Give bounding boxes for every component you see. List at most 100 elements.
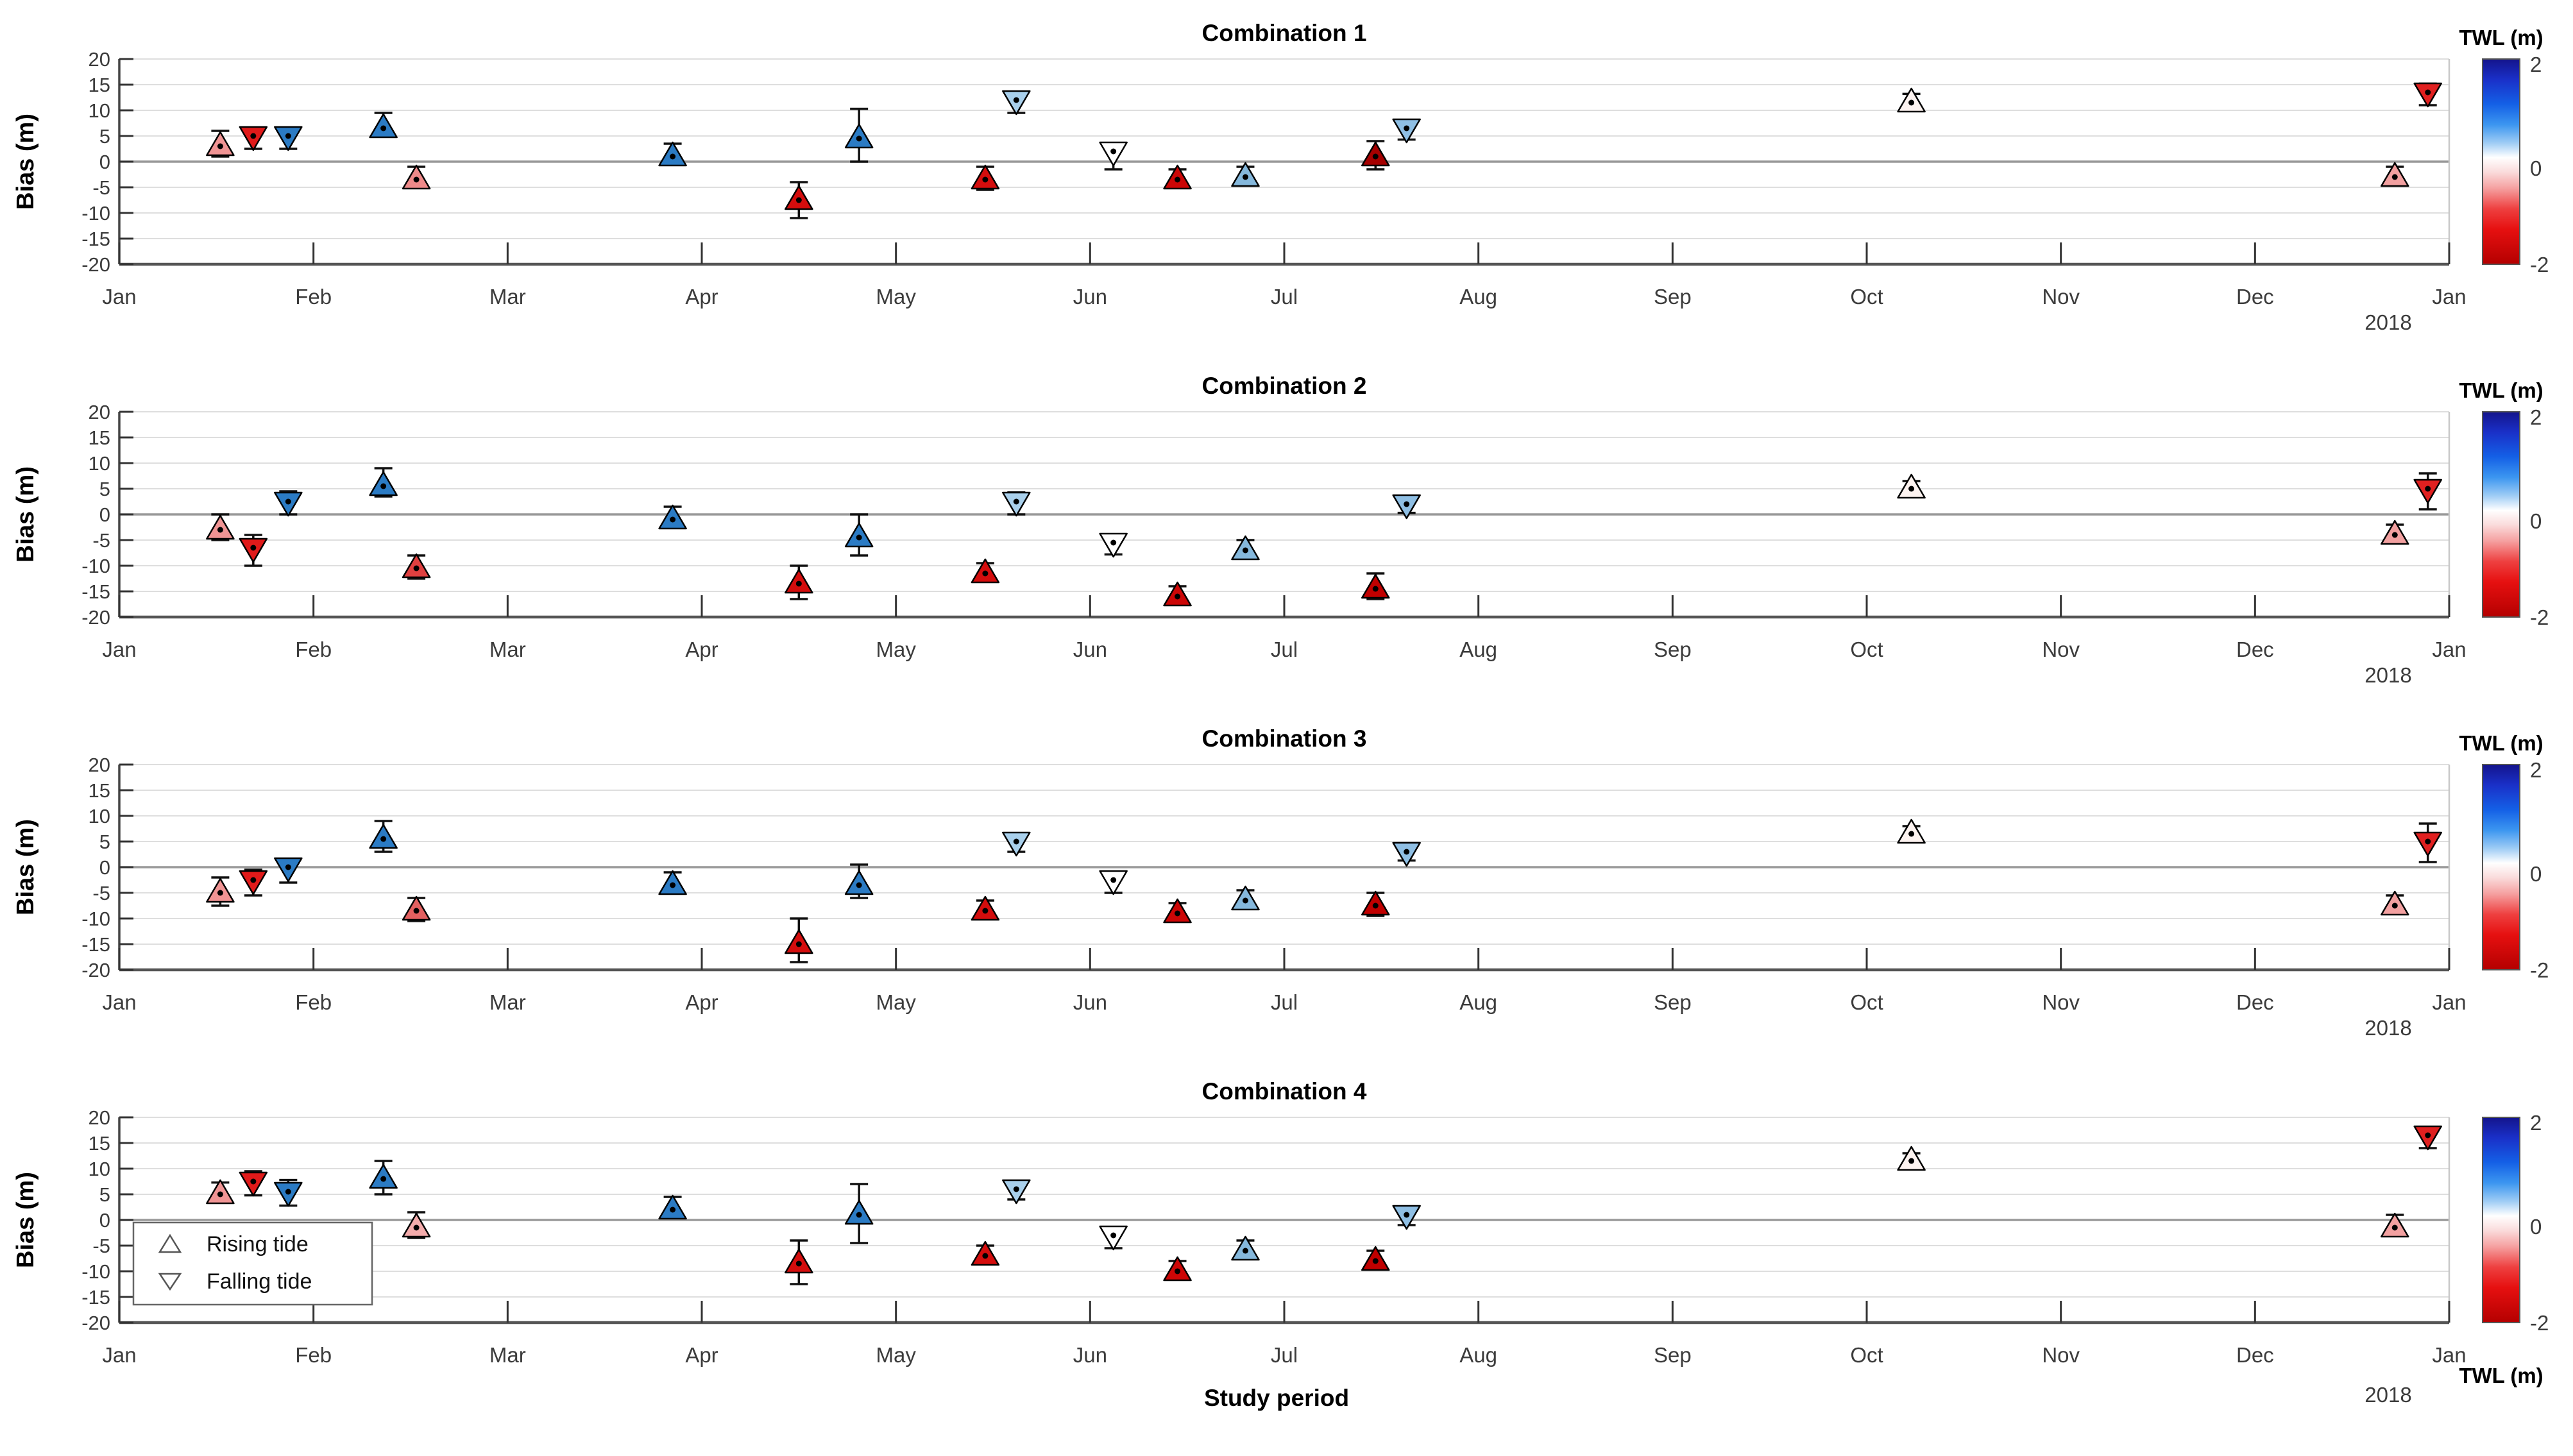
- y-tick-label: 20: [89, 401, 110, 423]
- x-tick-label: Jul: [1271, 638, 1298, 661]
- x-tick-label: Apr: [685, 285, 718, 309]
- data-point-rising: [658, 1194, 687, 1220]
- panel-3-gridlines: [119, 764, 2450, 970]
- marker-center-dot: [217, 527, 223, 533]
- y-tick-label: 5: [99, 1183, 110, 1206]
- marker-center-dot: [982, 570, 989, 577]
- data-point-rising: [206, 876, 235, 907]
- y-tick-label: 15: [89, 1132, 110, 1155]
- generated-plot-layers: 20 15 10 5 0 -5 -10 -15 -20 Jan Feb Mar Apr May Jun Jul…: [81, 48, 2466, 1367]
- x-tick-label: Feb: [295, 1343, 332, 1367]
- x-tick-label: Aug: [1459, 638, 1497, 661]
- x-tick-label: Jul: [1271, 990, 1298, 1014]
- y-tick-label: -20: [81, 253, 110, 276]
- data-point-falling: [1392, 1205, 1421, 1230]
- marker-center-dot: [1013, 1186, 1019, 1192]
- marker-center-dot: [1013, 838, 1019, 845]
- y-axis-label-1: Bias (m): [12, 114, 39, 210]
- marker-center-dot: [982, 1253, 989, 1259]
- marker-center-dot: [1372, 153, 1379, 160]
- marker-center-dot: [413, 908, 420, 914]
- data-point-rising: [2381, 890, 2409, 916]
- colorbar-3-tick-bot: -2: [2530, 958, 2549, 982]
- panel-3-markers: [206, 818, 2442, 963]
- marker-center-dot: [1404, 849, 1410, 855]
- marker-center-dot: [2391, 174, 2398, 180]
- colorbar-title-1: TWL (m): [2459, 26, 2543, 49]
- data-point-falling: [239, 1170, 268, 1197]
- x-tick-label: Aug: [1459, 285, 1497, 309]
- panel-2: 20 15 10 5 0 -5 -10 -15 -20 Jan Feb Mar Apr May Jun Jul…: [81, 401, 2466, 661]
- data-point-rising: [658, 141, 687, 167]
- data-point-falling: [1392, 494, 1421, 520]
- y-tick-label: -15: [81, 580, 110, 603]
- data-point-rising: [1231, 885, 1260, 911]
- data-point-falling: [1099, 1225, 1128, 1251]
- y-tick-label: -10: [81, 908, 110, 930]
- marker-center-dot: [1404, 125, 1410, 131]
- x-axis-label: Study period: [1204, 1385, 1349, 1411]
- marker-center-dot: [413, 565, 420, 571]
- data-point-falling: [2413, 1125, 2442, 1151]
- colorbar-1-tick-mid: 0: [2530, 157, 2542, 180]
- data-point-falling: [239, 126, 268, 151]
- marker-center-dot: [856, 534, 862, 541]
- data-point-falling: [1392, 118, 1421, 144]
- x-tick-label: Jan: [2432, 285, 2466, 309]
- marker-center-dot: [856, 135, 862, 142]
- colorbar-1-tick-bot: -2: [2530, 253, 2549, 276]
- data-point-rising: [402, 553, 431, 580]
- legend: Rising tide Falling tide: [132, 1221, 373, 1306]
- marker-center-dot: [1242, 174, 1248, 180]
- x-tick-label: Oct: [1850, 1343, 1883, 1367]
- y-tick-label: 0: [99, 1209, 110, 1232]
- data-point-rising: [658, 504, 687, 530]
- x-tick-label: Nov: [2042, 990, 2080, 1014]
- colorbar-title-3: TWL (m): [2459, 731, 2543, 755]
- y-tick-label: -15: [81, 228, 110, 250]
- data-point-rising: [402, 895, 431, 922]
- x-tick-label: Dec: [2236, 638, 2274, 661]
- marker-center-dot: [795, 580, 802, 587]
- marker-center-dot: [380, 836, 387, 842]
- marker-center-dot: [1404, 501, 1410, 507]
- data-point-rising: [1231, 535, 1260, 561]
- data-point-rising: [2381, 162, 2409, 187]
- y-tick-label: -10: [81, 1260, 110, 1283]
- x-tick-label: Nov: [2042, 1343, 2080, 1367]
- data-point-rising: [206, 130, 235, 158]
- colorbar-title-4: TWL (m): [2459, 1364, 2543, 1387]
- data-point-falling: [1392, 842, 1421, 867]
- marker-center-dot: [856, 882, 862, 888]
- x-tick-label: Jan: [102, 1343, 136, 1367]
- marker-center-dot: [1013, 498, 1019, 505]
- year-label-4: 2018: [2365, 1383, 2411, 1407]
- data-point-falling: [2413, 82, 2442, 108]
- marker-center-dot: [795, 197, 802, 203]
- y-tick-label: -20: [81, 1312, 110, 1334]
- y-tick-label: -5: [92, 1235, 110, 1257]
- x-tick-label: Jun: [1073, 990, 1107, 1014]
- colorbar-1-tick-top: 2: [2530, 53, 2542, 76]
- y-tick-label: 0: [99, 856, 110, 879]
- data-point-falling: [274, 126, 303, 151]
- marker-center-dot: [670, 153, 676, 160]
- x-tick-label: Dec: [2236, 990, 2274, 1014]
- data-point-rising: [369, 112, 398, 139]
- x-tick-label: Aug: [1459, 1343, 1497, 1367]
- y-axis-label-3: Bias (m): [12, 819, 39, 915]
- y-tick-label: 15: [89, 427, 110, 449]
- marker-center-dot: [2425, 486, 2431, 492]
- data-point-rising: [1163, 581, 1192, 607]
- data-point-falling: [274, 490, 303, 517]
- x-tick-label: May: [876, 1343, 916, 1367]
- marker-center-dot: [856, 1212, 862, 1218]
- panel-4: 20 15 10 5 0 -5 -10 -15 -20 Jan Feb Mar Apr May Jun Jul…: [81, 1106, 2466, 1367]
- marker-center-dot: [670, 516, 676, 523]
- y-tick-label: 5: [99, 831, 110, 853]
- legend-falling-tide-icon: [158, 1273, 182, 1291]
- colorbar-4-tick-bot: -2: [2530, 1311, 2549, 1335]
- data-point-rising: [1897, 818, 1926, 844]
- y-tick-label: 20: [89, 754, 110, 776]
- marker-center-dot: [285, 133, 291, 139]
